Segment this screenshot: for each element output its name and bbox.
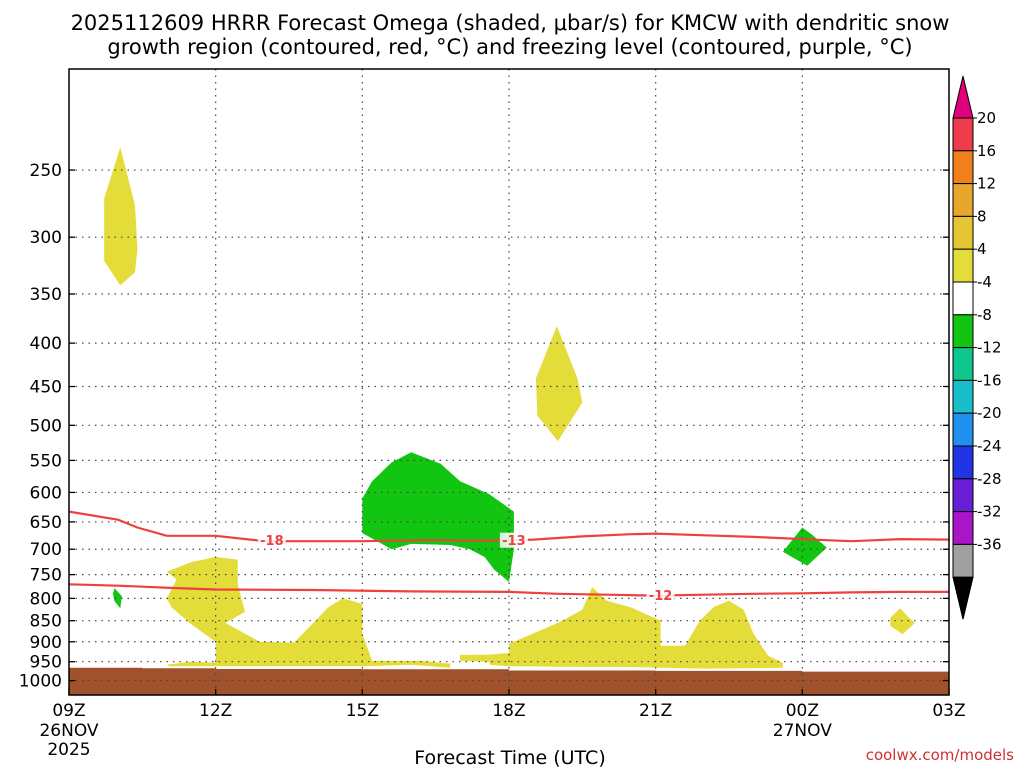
- omega-shaded-region-6: [362, 452, 514, 582]
- y-tick-label-650: 650: [30, 513, 62, 533]
- colorbar-label-9: -16: [977, 371, 1002, 389]
- x-tick-label-12Z: 12Z: [199, 701, 232, 721]
- x-tick-label-18Z: 18Z: [492, 701, 525, 721]
- contour-label-bg-1: [257, 532, 286, 548]
- colorbar-label-14: -36: [977, 535, 1002, 553]
- colorbar-label-8: -12: [977, 339, 1002, 357]
- colorbar-label-7: -8: [977, 306, 992, 324]
- y-tick-label-900: 900: [30, 633, 62, 653]
- colorbar: 20 16 12 8 4 -4 -8 -12 -16 -20 -24 -28 -32 -36: [952, 75, 1002, 620]
- colorbar-swatch-12: [952, 478, 974, 513]
- contour-label-bg-2: [499, 532, 528, 548]
- x-tick-label-21Z: 21Z: [639, 701, 672, 721]
- y-tick-label-250: 250: [30, 161, 62, 181]
- colorbar-label-4: 8: [977, 207, 987, 225]
- x-tick-year-09Z: 2025: [47, 740, 90, 760]
- contour-label-bg-3: [646, 587, 675, 603]
- y-tick-label-300: 300: [30, 228, 62, 248]
- y-tick-label-350: 350: [30, 285, 62, 305]
- y-tick-label-700: 700: [30, 540, 62, 560]
- x-tick-label-00Z: 00Z: [786, 701, 819, 721]
- colorbar-top-arrow: [952, 75, 974, 119]
- colorbar-swatch-11: [952, 445, 974, 480]
- chart-title-line-1: 2025112609 HRRR Forecast Omega (shaded, …: [71, 11, 950, 35]
- colorbar-label-5: 4: [977, 240, 987, 258]
- colorbar-label-10: -20: [977, 404, 1002, 422]
- omega-shaded-region-8: [782, 527, 827, 566]
- colorbar-swatch-5: [952, 248, 974, 283]
- colorbar-swatch-1: [952, 117, 974, 152]
- omega-shaded-region-5: [890, 608, 915, 635]
- colorbar-swatch-2: [952, 150, 974, 185]
- omega-shaded-region-7: [113, 588, 122, 609]
- contour-label-2: -13: [502, 534, 526, 549]
- y-tick-label-600: 600: [30, 483, 62, 503]
- y-tick-label-500: 500: [30, 416, 62, 436]
- colorbar-label-11: -24: [977, 437, 1002, 455]
- omega-shaded-region-1: [104, 147, 138, 286]
- y-tick-label-750: 750: [30, 566, 62, 586]
- contour-label-3: -12: [649, 589, 673, 604]
- contour-line-2: [69, 583, 949, 597]
- y-tick-label-950: 950: [30, 653, 62, 673]
- colorbar-label-12: -28: [977, 470, 1002, 488]
- x-tick-label-03Z: 03Z: [932, 701, 965, 721]
- credit-text: coolwx.com/models: [866, 746, 1014, 764]
- y-tick-label-450: 450: [30, 378, 62, 398]
- axes: 2503003504004505005506006507007508008509…: [19, 68, 966, 760]
- colorbar-swatch-7: [952, 314, 974, 349]
- colorbar-swatch-3: [952, 183, 974, 217]
- x-tick-date-09Z: 26NOV: [39, 721, 98, 741]
- omega-shaded-region-4: [460, 587, 783, 669]
- y-tick-label-850: 850: [30, 612, 62, 632]
- x-tick-label-15Z: 15Z: [346, 701, 379, 721]
- x-tick-label-09Z: 09Z: [52, 701, 85, 721]
- colorbar-label-13: -32: [977, 503, 1002, 521]
- plot-content: -18 -13 -12: [69, 69, 949, 695]
- omega-shaded-region-3: [166, 557, 451, 668]
- y-tick-label-1000: 1000: [19, 672, 62, 692]
- contour-label-1: -18: [260, 534, 284, 549]
- colorbar-swatch-9: [952, 379, 974, 414]
- colorbar-swatch-10: [952, 412, 974, 447]
- y-tick-label-550: 550: [30, 451, 62, 471]
- y-tick-label-400: 400: [30, 334, 62, 354]
- y-tick-label-800: 800: [30, 589, 62, 609]
- colorbar-label-2: 16: [977, 142, 996, 160]
- colorbar-swatch-4: [952, 215, 974, 250]
- omega-shaded-region-2: [535, 326, 583, 442]
- colorbar-swatch-14: [952, 543, 974, 578]
- colorbar-bottom-arrow: [952, 576, 974, 620]
- x-tick-date-00Z: 27NOV: [773, 721, 832, 741]
- colorbar-label-6: -4: [977, 273, 992, 291]
- colorbar-swatch-6: [952, 281, 974, 316]
- colorbar-label-1: 20: [977, 109, 996, 127]
- colorbar-label-3: 12: [977, 175, 996, 193]
- x-axis-title: Forecast Time (UTC): [414, 747, 605, 768]
- colorbar-swatch-13: [952, 511, 974, 545]
- plot-area: -18 -13 -12: [69, 69, 949, 695]
- colorbar-swatch-8: [952, 347, 974, 381]
- chart-title-line-2: growth region (contoured, red, °C) and f…: [107, 35, 912, 59]
